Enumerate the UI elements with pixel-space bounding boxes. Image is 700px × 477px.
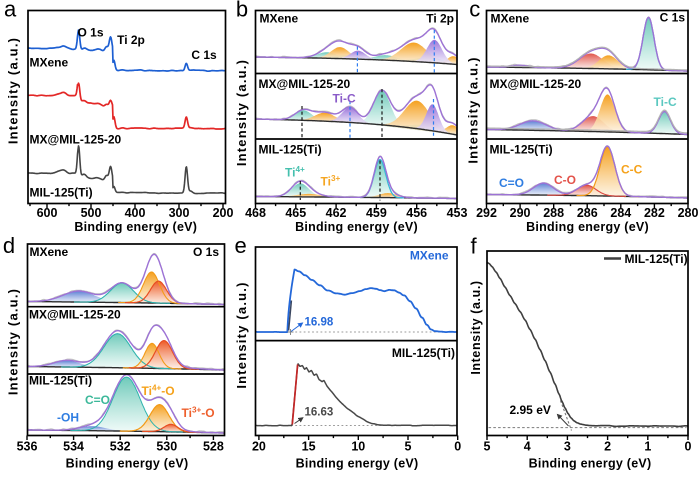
- svg-text:532: 532: [110, 440, 131, 454]
- svg-text:500: 500: [81, 206, 102, 220]
- svg-text:b: b: [236, 0, 248, 21]
- svg-text:C-C: C-C: [621, 163, 643, 177]
- svg-text:10: 10: [351, 440, 365, 454]
- svg-text:0: 0: [454, 440, 461, 454]
- svg-text:Intensity (a.u.): Intensity (a.u.): [234, 281, 249, 388]
- svg-text:5: 5: [405, 440, 412, 454]
- svg-text:Intensity (a.u.): Intensity (a.u.): [234, 59, 249, 166]
- svg-text:Binding energy (eV): Binding energy (eV): [526, 220, 649, 234]
- svg-text:Binding energy (eV): Binding energy (eV): [74, 220, 197, 234]
- svg-text:Intensity (a.u.): Intensity (a.u.): [469, 280, 483, 374]
- svg-text:534: 534: [63, 440, 84, 454]
- svg-text:536: 536: [17, 440, 38, 454]
- svg-text:600: 600: [37, 206, 58, 220]
- svg-text:MXene: MXene: [410, 249, 449, 263]
- svg-text:MIL-125(Ti): MIL-125(Ti): [490, 143, 553, 157]
- svg-text:5: 5: [484, 440, 491, 454]
- svg-text:16.98: 16.98: [305, 317, 334, 329]
- svg-text:MXene: MXene: [491, 12, 530, 26]
- svg-text:MIL-125(Ti): MIL-125(Ti): [392, 346, 455, 360]
- svg-text:Ti3+-O: Ti3+-O: [182, 405, 215, 420]
- svg-text:453: 453: [447, 206, 468, 220]
- svg-text:a: a: [4, 0, 17, 22]
- svg-text:528: 528: [203, 440, 224, 454]
- svg-text:C=O: C=O: [499, 176, 524, 190]
- svg-text:MX@MIL-125-20: MX@MIL-125-20: [29, 308, 121, 322]
- svg-text:C-O: C-O: [554, 173, 576, 187]
- svg-text:284: 284: [610, 206, 631, 220]
- svg-text:300: 300: [169, 206, 190, 220]
- svg-text:15: 15: [302, 440, 316, 454]
- svg-text:MXene: MXene: [30, 245, 69, 259]
- svg-text:282: 282: [644, 206, 665, 220]
- svg-text:Binding energy (eV): Binding energy (eV): [296, 457, 419, 471]
- svg-text:2.95 eV: 2.95 eV: [510, 403, 551, 417]
- svg-text:MXene: MXene: [260, 12, 299, 26]
- svg-text:O 1s: O 1s: [193, 245, 219, 259]
- svg-text:f: f: [471, 234, 478, 259]
- svg-text:MIL-125(Ti): MIL-125(Ti): [625, 252, 688, 266]
- svg-text:Intensity (a.u.): Intensity (a.u.): [6, 288, 21, 395]
- svg-text:0: 0: [685, 440, 692, 454]
- svg-text:Binding energy (eV): Binding energy (eV): [295, 220, 418, 234]
- svg-text:C 1s: C 1s: [191, 48, 217, 62]
- svg-text:Binding energy (eV): Binding energy (eV): [529, 457, 652, 471]
- svg-text:286: 286: [577, 206, 598, 220]
- svg-text:288: 288: [543, 206, 564, 220]
- svg-text:462: 462: [326, 206, 347, 220]
- svg-text:2: 2: [604, 440, 611, 454]
- svg-text:200: 200: [213, 206, 234, 220]
- svg-text:Ti 2p: Ti 2p: [117, 33, 145, 47]
- svg-text:Ti-C: Ti-C: [654, 95, 677, 109]
- svg-text:292: 292: [476, 206, 497, 220]
- svg-text:Intensity (a.u.): Intensity (a.u.): [466, 56, 481, 163]
- svg-text:MX@MIL-125-20: MX@MIL-125-20: [490, 77, 582, 91]
- svg-text:-OH: -OH: [57, 411, 79, 425]
- svg-text:C 1s: C 1s: [660, 11, 686, 25]
- svg-text:290: 290: [510, 206, 531, 220]
- svg-text:MX@MIL-125-20: MX@MIL-125-20: [30, 133, 122, 147]
- svg-text:456: 456: [406, 206, 427, 220]
- svg-text:MXene: MXene: [30, 56, 69, 70]
- svg-text:c: c: [469, 0, 480, 21]
- svg-text:MX@MIL-125-20: MX@MIL-125-20: [259, 77, 351, 91]
- svg-text:C=O: C=O: [85, 393, 110, 407]
- svg-text:468: 468: [245, 206, 266, 220]
- svg-text:16.63: 16.63: [305, 407, 334, 419]
- svg-text:459: 459: [366, 206, 387, 220]
- svg-text:MIL-125(Ti): MIL-125(Ti): [259, 143, 322, 157]
- svg-text:Ti4+-O: Ti4+-O: [142, 383, 175, 398]
- svg-text:Ti 2p: Ti 2p: [426, 12, 454, 26]
- svg-text:465: 465: [285, 206, 306, 220]
- svg-text:1: 1: [644, 440, 651, 454]
- svg-text:MIL-125(Ti): MIL-125(Ti): [29, 374, 92, 388]
- svg-text:400: 400: [125, 206, 146, 220]
- svg-text:Binding energy (eV): Binding energy (eV): [66, 457, 189, 471]
- svg-text:MIL-125(Ti): MIL-125(Ti): [30, 186, 93, 200]
- svg-text:280: 280: [678, 206, 699, 220]
- svg-text:20: 20: [252, 440, 266, 454]
- svg-text:3: 3: [564, 440, 571, 454]
- svg-text:Ti-C: Ti-C: [333, 92, 356, 106]
- svg-text:e: e: [235, 233, 247, 258]
- svg-text:Intensity (a.u.): Intensity (a.u.): [6, 37, 21, 144]
- svg-text:530: 530: [156, 440, 177, 454]
- svg-text:4: 4: [524, 440, 531, 454]
- svg-text:d: d: [3, 233, 15, 258]
- svg-text:O 1s: O 1s: [77, 26, 103, 40]
